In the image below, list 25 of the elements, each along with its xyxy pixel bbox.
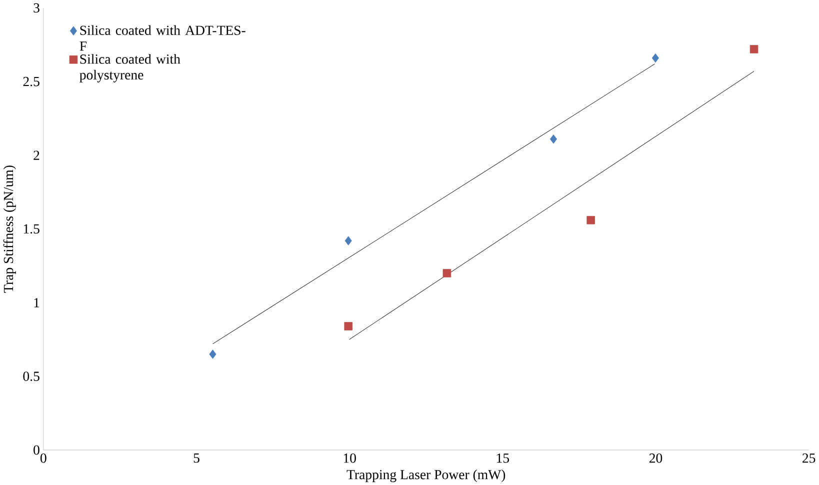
y-tick-label: 2 xyxy=(34,150,40,160)
legend-label: Silica coated with ADT-TES-F xyxy=(80,25,246,50)
y-tick-label: 3 xyxy=(34,3,40,12)
y-axis-title: Trap Stiffness (pN/um) xyxy=(3,165,16,292)
x-tick-label: 25 xyxy=(802,453,816,463)
y-tick-label: 0 xyxy=(34,445,40,454)
x-tick-label: 5 xyxy=(194,453,200,462)
x-tick-label: 15 xyxy=(496,453,510,463)
y-tick-label: 2.5 xyxy=(23,76,40,86)
point xyxy=(586,216,595,224)
y-tick-label: 0.5 xyxy=(23,371,40,381)
point xyxy=(344,322,352,330)
point xyxy=(750,44,758,54)
legend-label: Silica coated with polystyrene xyxy=(80,54,180,82)
x-tick-label: 10 xyxy=(344,453,356,463)
point xyxy=(550,134,558,144)
x-axis-title: Trapping Laser Power (mW) xyxy=(346,469,506,482)
point xyxy=(652,53,659,62)
y-tick-label: 1 xyxy=(34,298,40,308)
point xyxy=(442,268,452,278)
y-tick-label: 1.5 xyxy=(24,224,40,234)
point xyxy=(344,236,352,246)
x-tick-label: 20 xyxy=(649,453,662,463)
x-tick-label: 0 xyxy=(40,453,46,463)
point xyxy=(209,349,216,359)
